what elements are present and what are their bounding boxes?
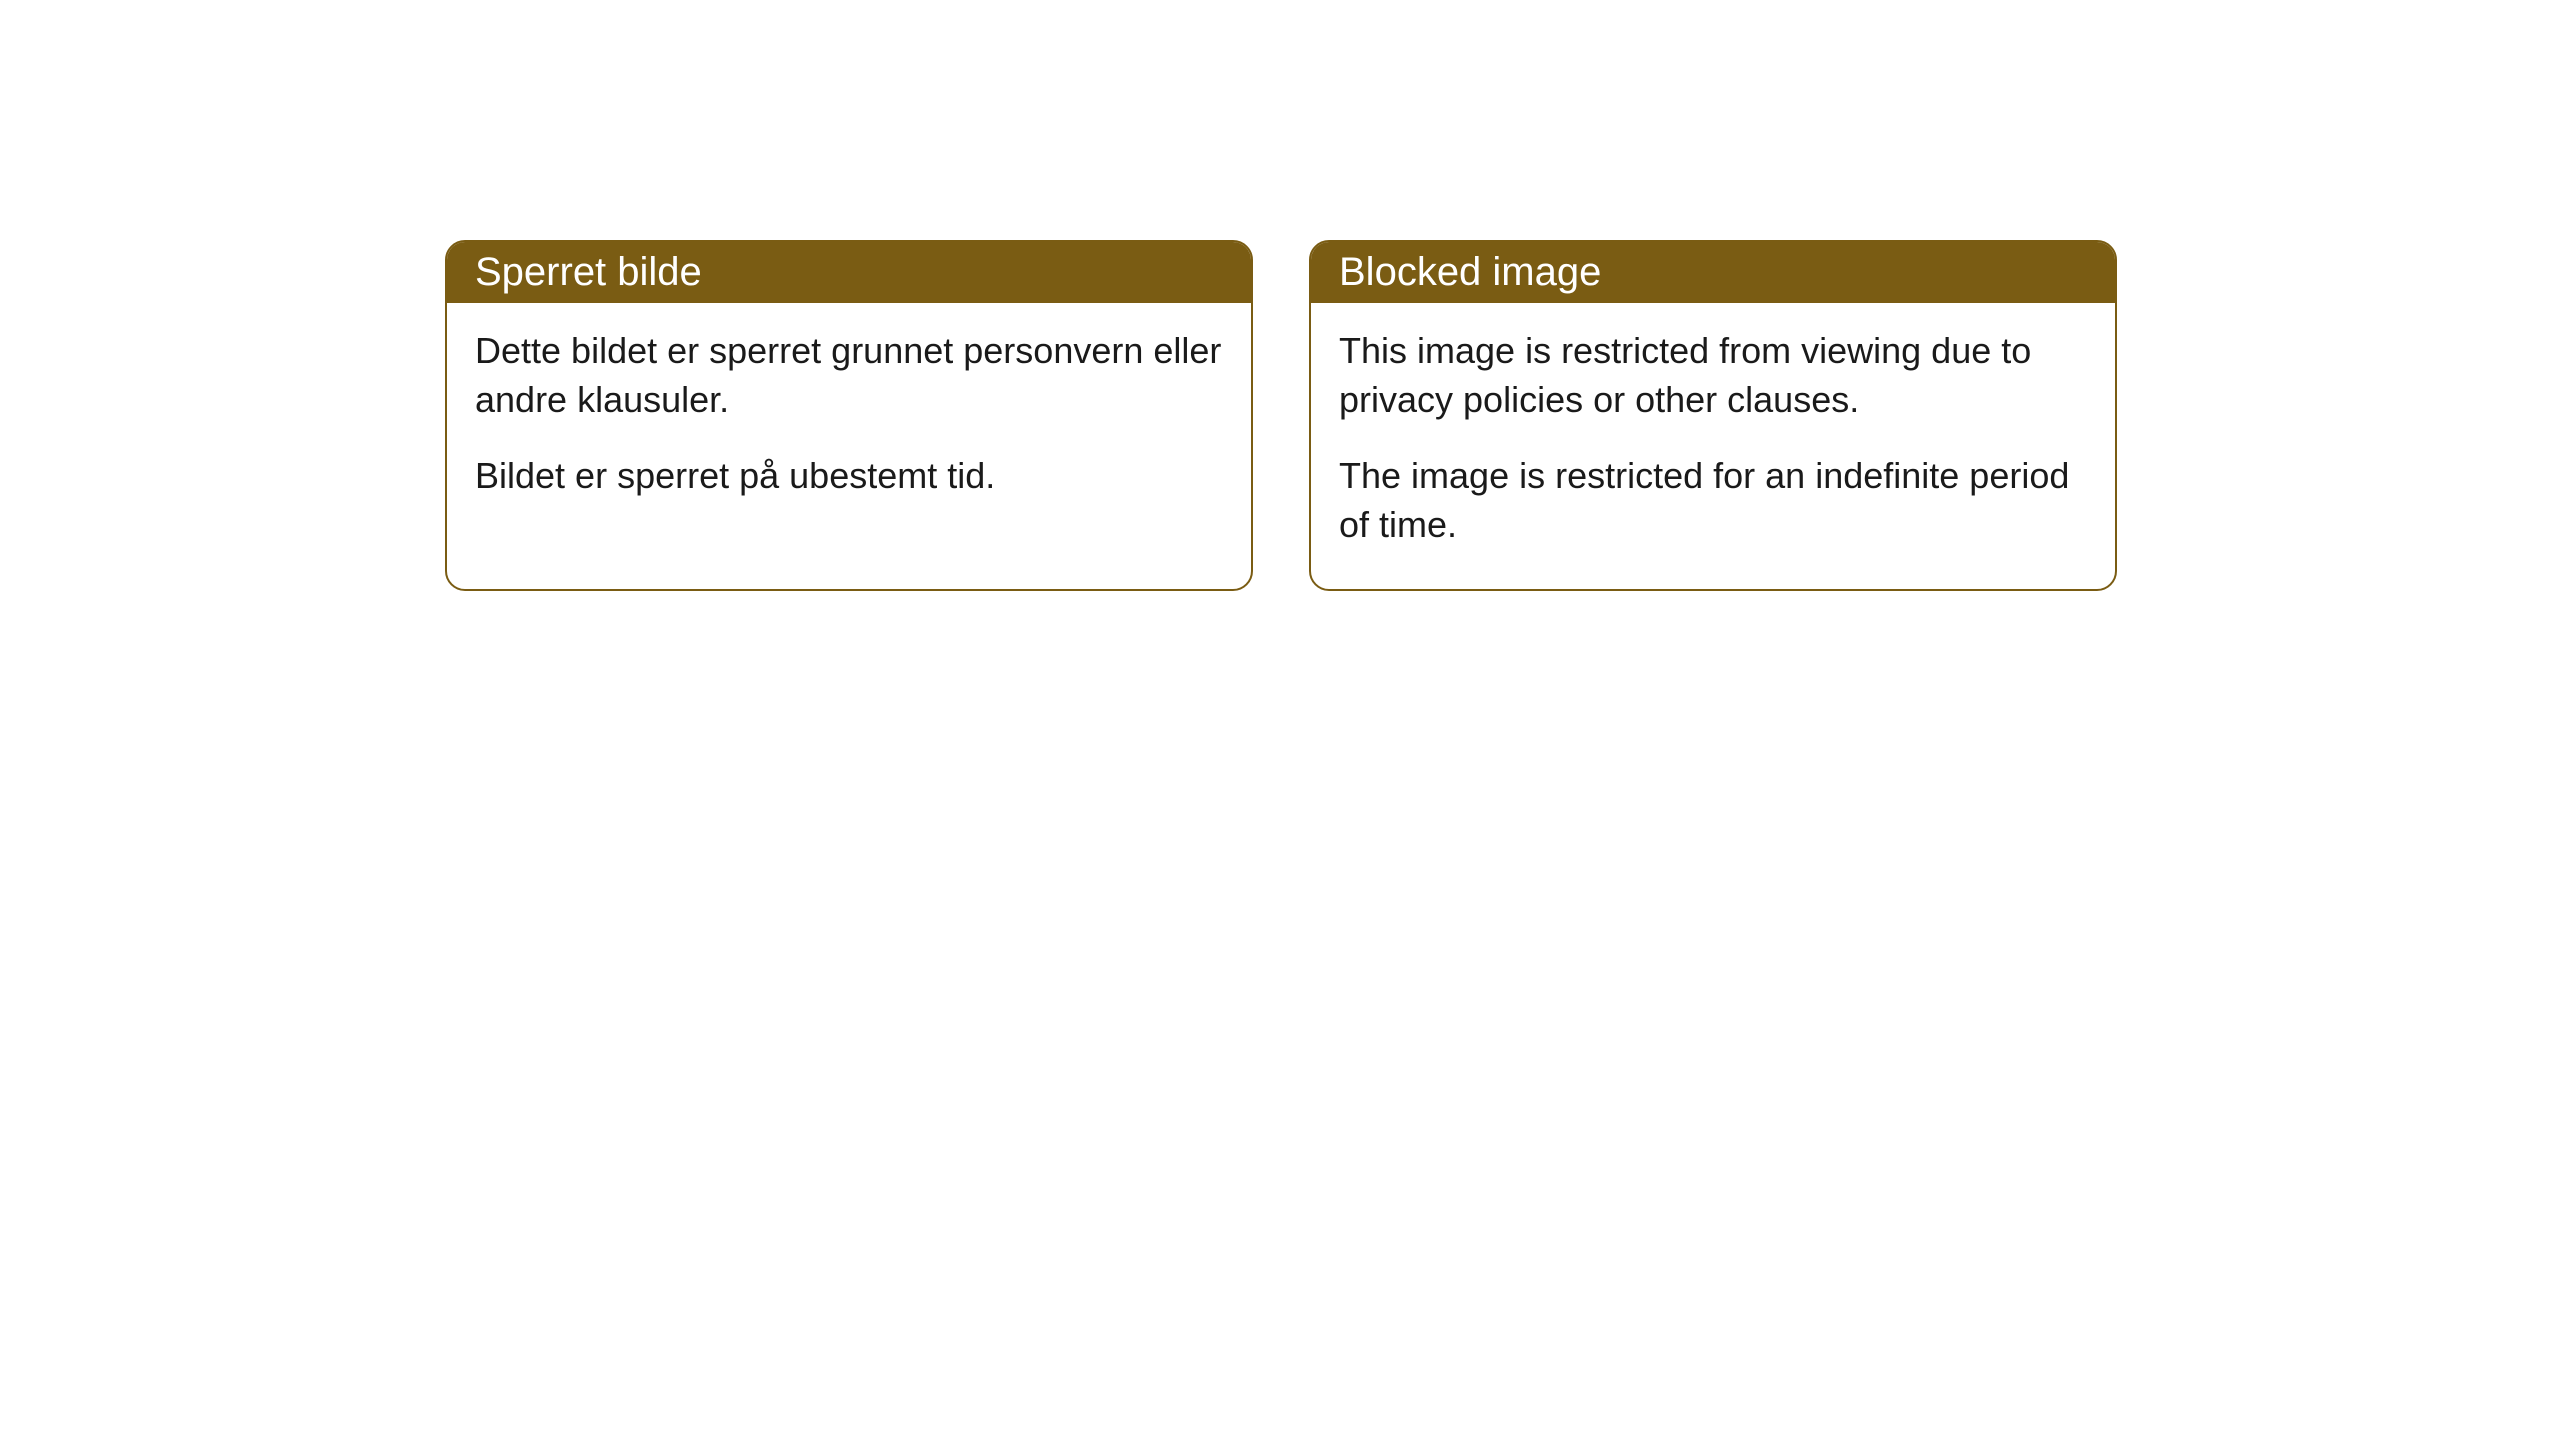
card-body-english: This image is restricted from viewing du…: [1311, 303, 2115, 589]
card-paragraph: Bildet er sperret på ubestemt tid.: [475, 452, 1223, 501]
card-header-english: Blocked image: [1311, 242, 2115, 303]
card-title: Blocked image: [1339, 250, 1601, 294]
card-paragraph: Dette bildet er sperret grunnet personve…: [475, 327, 1223, 424]
card-paragraph: This image is restricted from viewing du…: [1339, 327, 2087, 424]
card-body-norwegian: Dette bildet er sperret grunnet personve…: [447, 303, 1251, 541]
blocked-image-card-norwegian: Sperret bilde Dette bildet er sperret gr…: [445, 240, 1253, 591]
card-title: Sperret bilde: [475, 250, 702, 294]
blocked-image-card-english: Blocked image This image is restricted f…: [1309, 240, 2117, 591]
card-header-norwegian: Sperret bilde: [447, 242, 1251, 303]
card-paragraph: The image is restricted for an indefinit…: [1339, 452, 2087, 549]
notice-cards-container: Sperret bilde Dette bildet er sperret gr…: [445, 240, 2117, 591]
